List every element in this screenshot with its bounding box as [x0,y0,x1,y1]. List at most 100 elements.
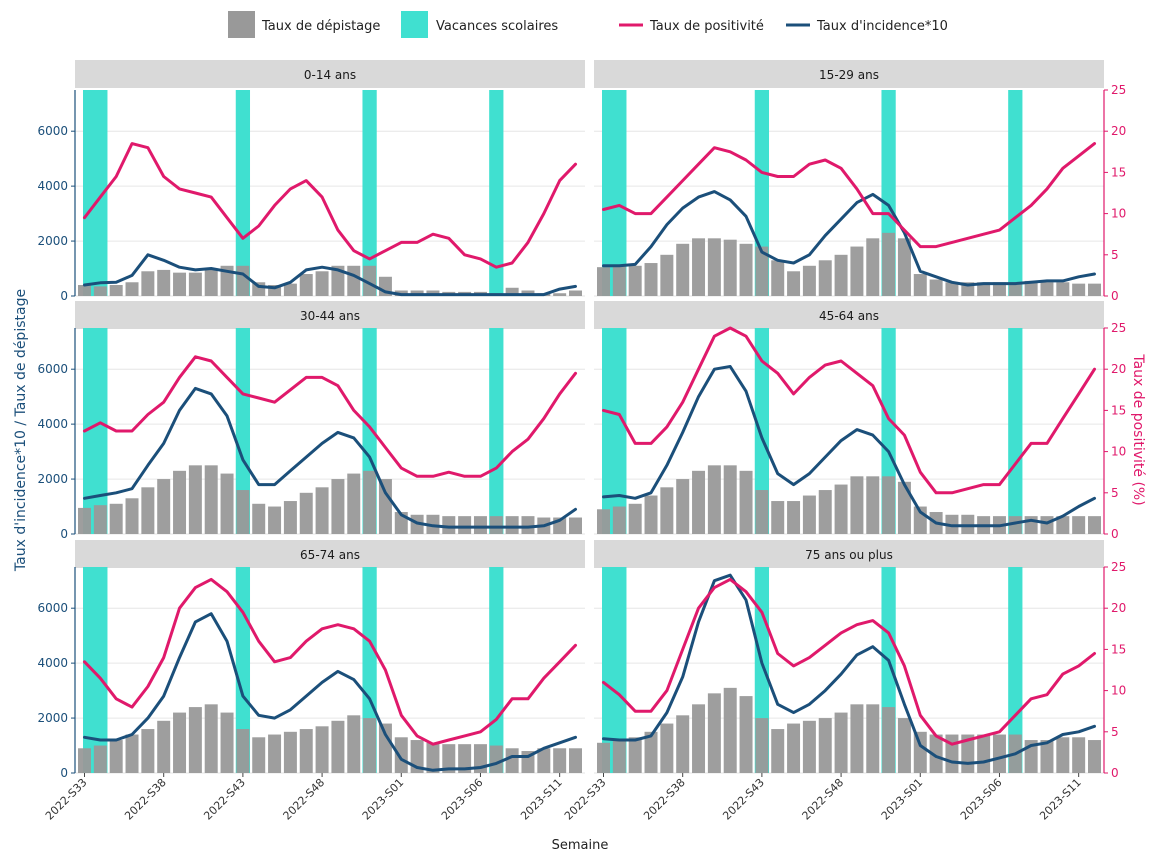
holiday-band [602,90,627,296]
screening-bar [553,748,567,773]
panel-title: 0-14 ans [304,68,356,82]
screening-bar [537,748,551,773]
right-axis-tick-label: 10 [1111,684,1126,698]
right-axis-tick-label: 5 [1111,486,1119,500]
screening-bar [157,269,171,296]
positivity-line [602,142,1096,249]
screening-bar [442,516,456,534]
screening-bar [569,290,582,296]
legend-screening-swatch [228,11,255,38]
screening-bar [692,470,706,534]
x-axis-tick-label: 2022-S43 [201,776,248,823]
holiday-band [235,90,251,296]
screening-bar [771,729,785,773]
screening-bar [676,479,690,534]
incidence-line [83,386,577,529]
screening-bar [660,487,674,534]
incidence-line [602,190,1096,287]
screening-bar [188,465,202,534]
screening-bar [315,487,329,534]
screening-bar [315,726,329,773]
screening-bar [331,479,345,534]
screening-bar [755,490,769,534]
screening-bar [707,693,721,773]
screening-bar [363,718,377,773]
screening-bar [723,687,737,773]
screening-bar [1008,282,1022,296]
right-axis-tick-label: 20 [1111,124,1126,138]
incidence-line [83,253,577,297]
x-axis-tick-label: 2023-S01 [879,776,926,823]
x-axis-tick-label: 2022-S38 [122,776,169,823]
panel: 65-74 ans 0 2000 4000 6000 2022-S33 2022-S38 20… [37,540,585,823]
screening-bar [945,282,959,296]
right-axis-tick-label: 20 [1111,601,1126,615]
left-axis-tick-label: 4000 [37,179,68,193]
left-axis-tick-label: 0 [60,766,68,780]
left-axis-tick-label: 0 [60,527,68,541]
positivity-line [602,577,1096,746]
screening-bar [1056,737,1070,773]
screening-bar [283,283,297,296]
right-axis-tick-label: 25 [1111,560,1126,574]
screening-bar [992,734,1006,773]
screening-bar [723,239,737,296]
screening-bar [141,487,155,534]
screening-bar [723,465,737,534]
screening-bar [125,498,139,534]
panel-title: 75 ans ou plus [805,548,893,562]
left-axis-title: Taux d'incidence*10 / Taux de dépistage [13,289,29,572]
screening-bar [283,501,297,534]
screening-bar [739,696,753,773]
legend: Taux de dépistage Vacances scolaires Taux … [228,11,948,38]
right-axis-tick-label: 0 [1111,289,1119,303]
screening-bar [1008,516,1022,534]
panel-strip [594,301,1104,329]
screening-bar [378,479,392,534]
x-axis-tick-label: 2022-S48 [281,776,328,823]
holiday-band [489,90,504,296]
screening-bar [204,704,218,773]
right-axis-tick-label: 25 [1111,83,1126,97]
left-axis-tick-label: 4000 [37,417,68,431]
incidence-line [602,365,1096,528]
panel-title: 30-44 ans [300,309,360,323]
incidence-line [83,612,577,772]
right-axis-tick-label: 15 [1111,165,1126,179]
screening-bar [125,282,139,296]
screening-bar [644,263,658,296]
screening-bar [771,501,785,534]
screening-bar [834,484,848,534]
screening-bar [692,238,706,296]
positivity-line [602,326,1096,495]
holiday-band [754,328,770,534]
screening-bar [644,731,658,773]
screening-bar [612,506,626,534]
screening-bar [707,238,721,296]
panel: 45-64 ans 0 5 10 15 20 25 [594,301,1126,541]
x-axis-tick-label: 2022-S48 [800,776,847,823]
x-axis-tick-label: 2023-S06 [439,776,486,823]
screening-bar [1072,283,1086,296]
screening-bar [505,516,519,534]
screening-bar [109,503,123,534]
screening-bar [628,503,642,534]
screening-bar [188,272,202,296]
panel: 75 ans ou plus 0 5 10 15 20 25 2022-S33 2022-S38… [562,540,1126,823]
screening-bar [283,731,297,773]
holiday-band [489,567,504,773]
screening-bar [897,718,911,773]
screening-bar [913,274,927,296]
right-axis-tick-label: 5 [1111,248,1119,262]
holiday-band [602,328,627,534]
screening-bar [771,260,785,296]
screening-bar [929,279,943,296]
screening-bar [299,274,313,296]
screening-bar [1040,282,1054,296]
screening-bar [521,516,535,534]
right-axis-tick-label: 15 [1111,642,1126,656]
screening-bar [660,723,674,773]
incidence-line [602,573,1096,765]
panel: 0-14 ans 0 2000 4000 6000 [37,60,585,303]
screening-bar [866,476,880,534]
